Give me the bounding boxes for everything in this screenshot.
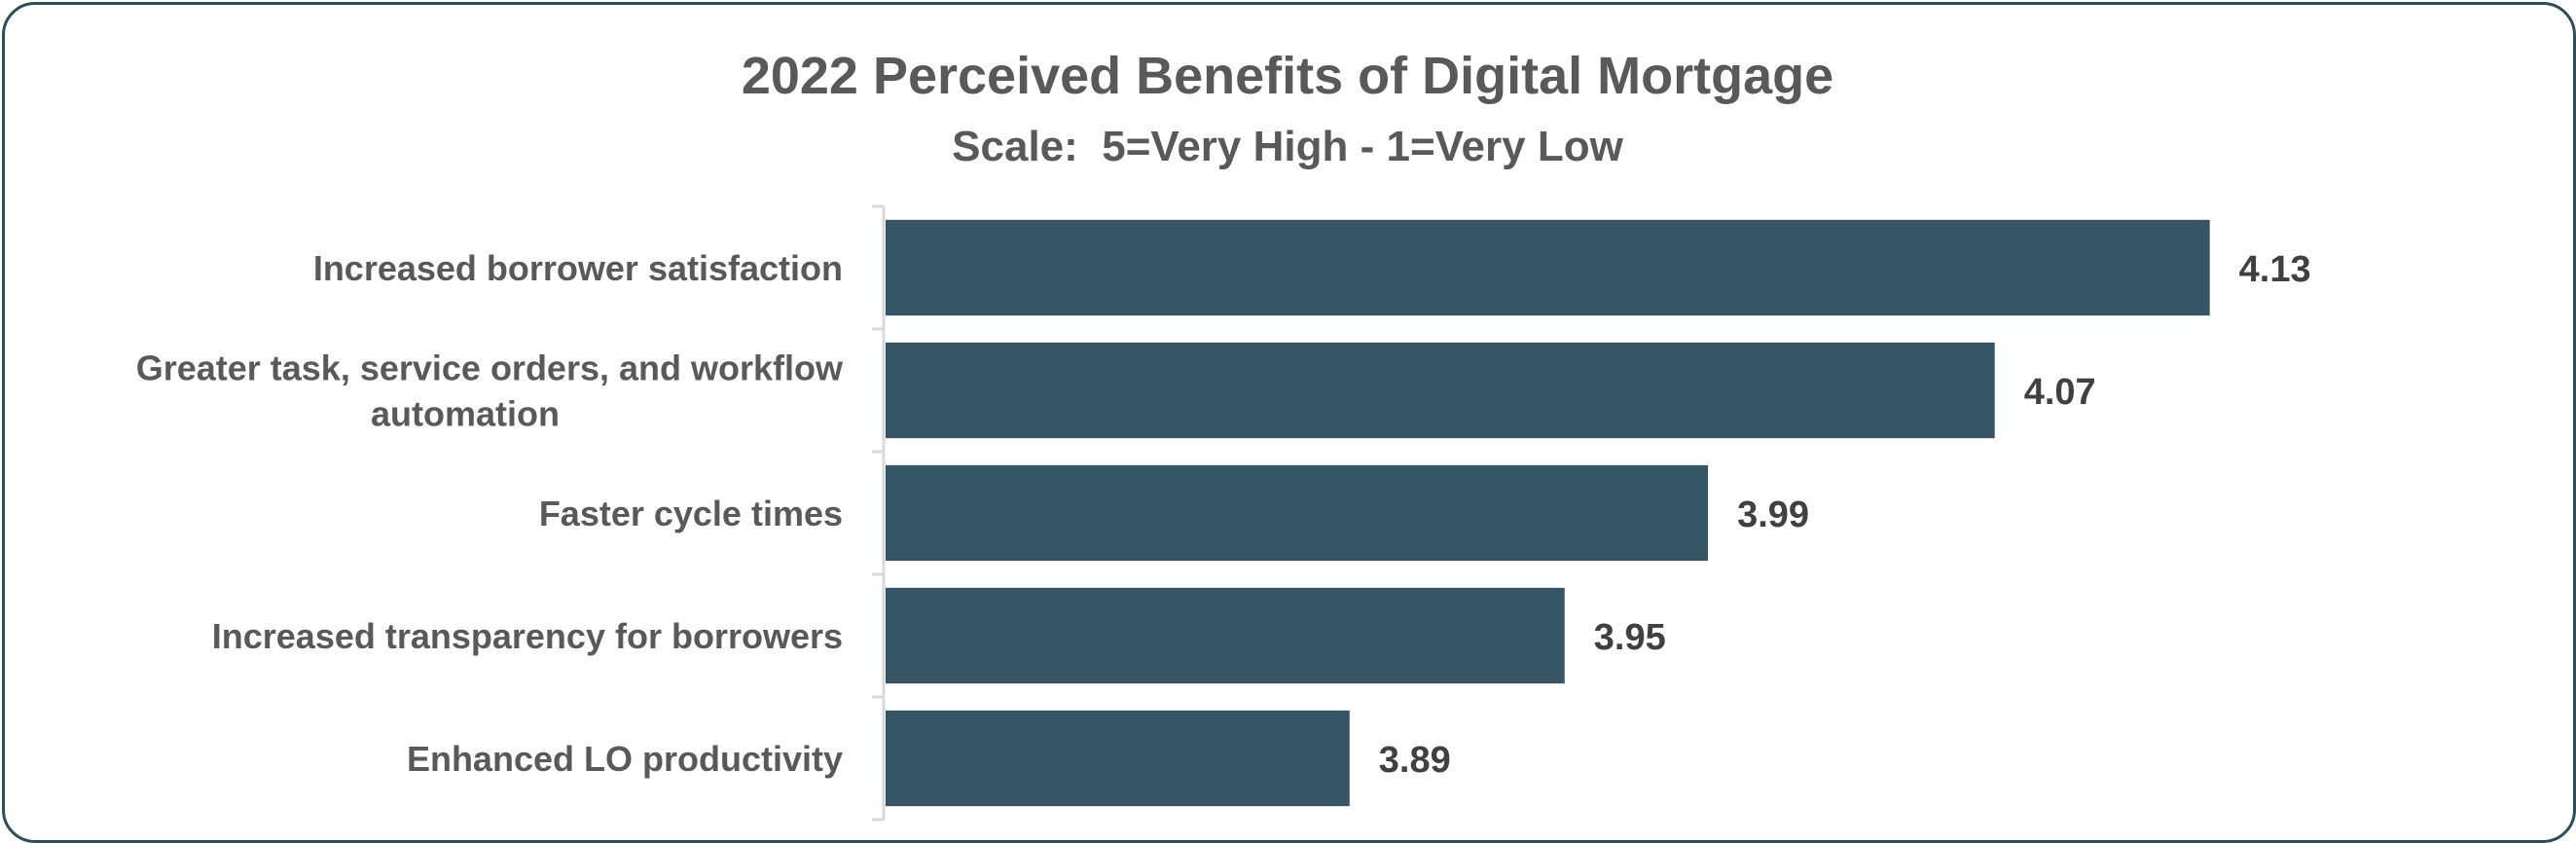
bar (886, 710, 1350, 807)
category-tick-label: Enhanced LO productivity (407, 739, 843, 779)
category-tick-label: Greater task, service orders, and workfl… (136, 348, 844, 388)
bar (886, 342, 1995, 439)
category-tick-label: Faster cycle times (539, 494, 843, 533)
data-label: 3.99 (1737, 495, 1809, 535)
category-tick-label: automation (371, 394, 560, 434)
bar (886, 464, 1709, 562)
data-label: 4.13 (2239, 249, 2311, 290)
data-label: 3.89 (1379, 740, 1451, 781)
category-tick-label: Increased transparency for borrowers (212, 616, 843, 656)
chart-subtitle: Scale: 5=Very High - 1=Very Low (952, 123, 1623, 170)
bar (886, 219, 2210, 316)
axis-layer (872, 204, 886, 822)
labels-layer: 4.13 Increased borrower satisfaction 4.07 G… (136, 248, 2311, 781)
category-tick-label: Increased borrower satisfaction (313, 248, 843, 288)
chart-title: 2022 Perceived Benefits of Digital Mortg… (742, 47, 1833, 105)
bar (886, 587, 1565, 684)
bars-layer (886, 219, 2210, 807)
data-label: 4.07 (2024, 372, 2096, 413)
data-label: 3.95 (1594, 617, 1666, 658)
